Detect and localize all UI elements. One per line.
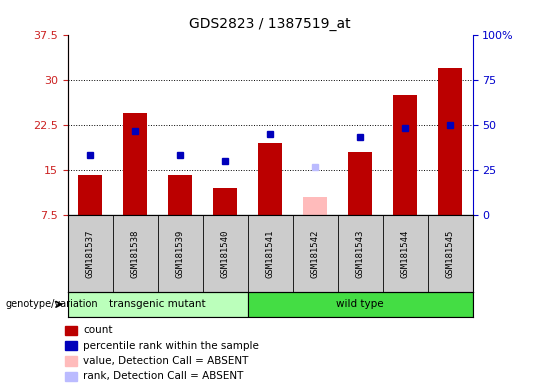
Bar [65,372,77,381]
Bar [123,113,147,215]
Bar [65,356,77,366]
Title: GDS2823 / 1387519_at: GDS2823 / 1387519_at [189,17,351,31]
Bar [348,152,373,215]
Text: transgenic mutant: transgenic mutant [109,299,206,310]
FancyBboxPatch shape [68,292,247,317]
Text: GSM181541: GSM181541 [266,229,274,278]
Bar [437,68,462,215]
Text: genotype/variation: genotype/variation [5,299,98,310]
Bar [65,326,77,335]
FancyBboxPatch shape [247,292,472,317]
Bar [258,143,282,215]
Text: rank, Detection Call = ABSENT: rank, Detection Call = ABSENT [83,371,244,381]
Bar [302,197,327,215]
Text: count: count [83,325,112,335]
Text: GSM181543: GSM181543 [355,229,364,278]
Text: GSM181542: GSM181542 [310,229,320,278]
Text: wild type: wild type [336,299,384,310]
Text: GSM181544: GSM181544 [401,229,409,278]
Bar [167,175,192,215]
Text: GSM181539: GSM181539 [176,229,185,278]
Text: GSM181545: GSM181545 [446,229,455,278]
Text: GSM181537: GSM181537 [85,229,94,278]
Text: GSM181540: GSM181540 [220,229,230,278]
Text: value, Detection Call = ABSENT: value, Detection Call = ABSENT [83,356,248,366]
Text: percentile rank within the sample: percentile rank within the sample [83,341,259,351]
Bar [78,175,103,215]
Text: GSM181538: GSM181538 [131,229,139,278]
Bar [393,95,417,215]
Bar [213,188,238,215]
Bar [65,341,77,350]
